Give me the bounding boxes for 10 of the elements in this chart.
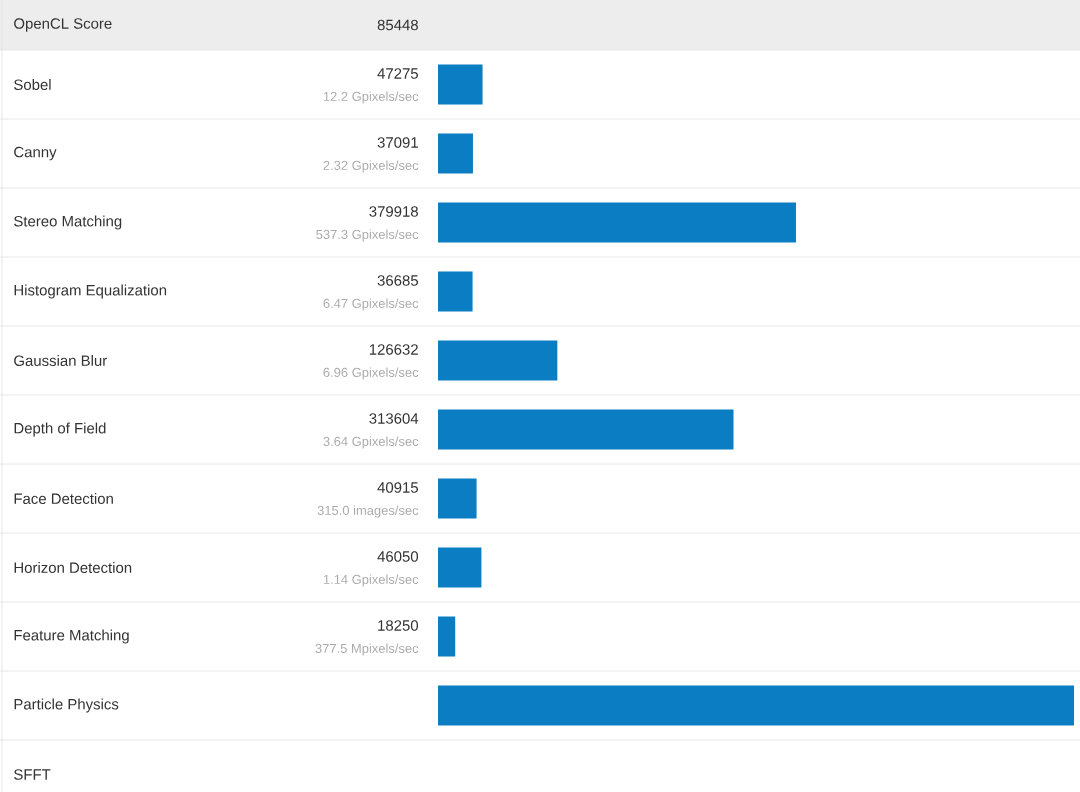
bar (438, 409, 734, 450)
bar (438, 64, 483, 105)
bar (438, 478, 477, 519)
bar (438, 133, 473, 174)
bar (438, 616, 456, 657)
bar (438, 271, 473, 312)
bar (438, 340, 558, 381)
bar (438, 685, 1075, 726)
bar (438, 202, 796, 243)
bar (438, 547, 482, 588)
